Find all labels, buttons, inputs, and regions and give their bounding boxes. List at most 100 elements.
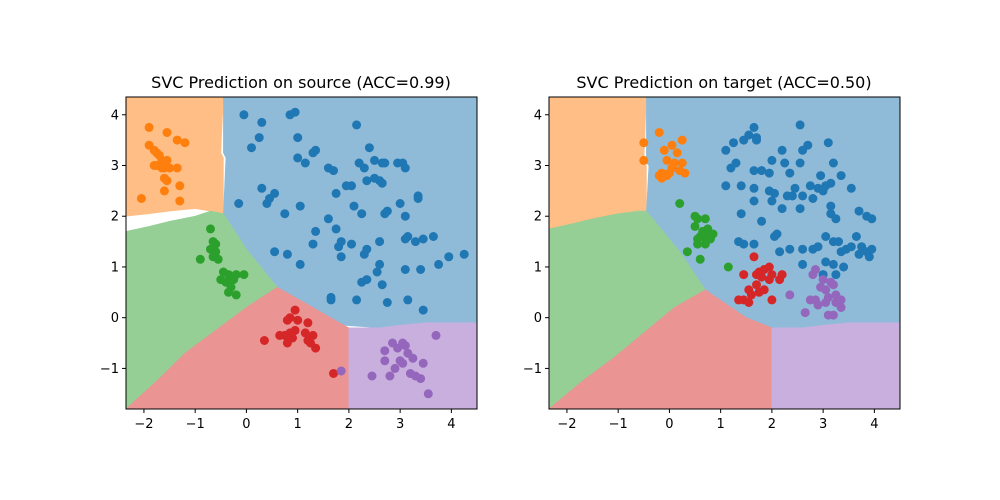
class-1-point xyxy=(175,181,185,191)
class-4-point xyxy=(418,358,428,368)
class-0-point xyxy=(403,295,413,305)
y-tick-label: 0 xyxy=(111,311,119,326)
class-0-point xyxy=(311,226,321,236)
class-0-point xyxy=(867,214,877,224)
class-0-point xyxy=(323,214,333,224)
class-3-point xyxy=(293,315,303,325)
class-0-point xyxy=(846,183,856,193)
class-1-point xyxy=(677,135,687,145)
x-tick-label: −1 xyxy=(186,417,205,432)
class-4-point xyxy=(336,366,346,376)
x-tick-label: −2 xyxy=(557,417,576,432)
class-0-point xyxy=(821,257,831,267)
class-0-point xyxy=(372,267,382,277)
class-0-point xyxy=(767,196,777,206)
class-0-point xyxy=(798,244,808,254)
class-3-point xyxy=(311,343,321,353)
class-3-point xyxy=(746,290,756,300)
class-2-point xyxy=(231,290,241,300)
class-4-point xyxy=(380,346,390,356)
class-3-point xyxy=(290,305,300,315)
x-tick-label: 4 xyxy=(447,417,455,432)
class-0-point xyxy=(854,206,864,216)
class-1-point xyxy=(172,135,182,145)
class-4-point xyxy=(816,282,826,292)
class-1-point xyxy=(664,168,674,178)
class-4-point xyxy=(390,363,400,373)
purple-region xyxy=(771,322,900,409)
class-0-point xyxy=(729,138,738,148)
class-3-point xyxy=(752,280,761,290)
class-4-point xyxy=(813,300,823,310)
class-4-point xyxy=(385,371,395,381)
class-0-point xyxy=(836,171,846,181)
class-0-point xyxy=(395,199,405,208)
class-0-point xyxy=(257,117,267,127)
class-4-point xyxy=(408,353,418,363)
class-0-point xyxy=(411,237,420,247)
class-0-point xyxy=(757,166,767,176)
class-4-point xyxy=(785,290,795,300)
class-1-point xyxy=(659,145,669,155)
class-0-point xyxy=(749,166,759,176)
class-0-point xyxy=(749,196,759,206)
class-3-point xyxy=(308,330,318,340)
class-0-point xyxy=(798,145,808,155)
class-0-point xyxy=(234,199,244,208)
class-0-point xyxy=(831,270,841,280)
class-0-point xyxy=(295,201,305,211)
class-0-point xyxy=(293,153,303,163)
class-3-point xyxy=(329,369,338,378)
class-0-point xyxy=(400,163,410,173)
class-0-point xyxy=(364,143,374,153)
class-0-point xyxy=(331,224,341,234)
class-2-point xyxy=(206,224,215,234)
class-3-point xyxy=(757,272,767,282)
class-1-point xyxy=(162,128,172,137)
class-0-point xyxy=(767,155,777,165)
class-0-point xyxy=(400,211,410,221)
x-tick-label: −2 xyxy=(134,417,153,432)
class-0-point xyxy=(377,280,387,290)
class-1-point xyxy=(677,158,687,168)
y-tick-label: 4 xyxy=(534,108,542,123)
class-0-point xyxy=(295,259,305,269)
class-0-point xyxy=(780,158,790,168)
class-0-point xyxy=(752,135,761,145)
class-0-point xyxy=(721,145,731,155)
class-0-point xyxy=(311,145,321,155)
class-0-point xyxy=(359,249,369,259)
class-0-point xyxy=(444,252,454,262)
y-tick-label: 2 xyxy=(534,210,542,225)
class-0-point xyxy=(795,120,805,130)
data-points-source xyxy=(136,107,469,399)
class-3-point xyxy=(744,298,754,307)
class-2-point xyxy=(224,287,233,297)
class-1-point xyxy=(175,196,185,206)
class-3-point xyxy=(275,330,285,340)
class-0-point xyxy=(813,242,823,252)
class-0-point xyxy=(834,237,843,247)
class-0-point xyxy=(734,237,744,247)
class-3-point xyxy=(764,275,774,285)
x-tick-label: −1 xyxy=(609,417,628,432)
class-0-point xyxy=(839,262,849,272)
class-0-point xyxy=(290,107,300,117)
class-0-point xyxy=(459,249,469,259)
x-tick-label: 2 xyxy=(345,417,353,432)
class-0-point xyxy=(757,216,767,226)
x-tick-label: 3 xyxy=(396,417,404,432)
chart-title-source: SVC Prediction on source (ACC=0.99) xyxy=(151,73,451,92)
class-1-point xyxy=(162,155,172,165)
class-0-point xyxy=(864,252,874,262)
class-0-point xyxy=(798,259,808,269)
class-0-point xyxy=(770,188,779,198)
axes-frame-target xyxy=(548,96,901,410)
class-0-point xyxy=(798,191,808,201)
class-0-point xyxy=(434,259,444,269)
x-tick-label: 1 xyxy=(294,417,302,432)
class-2-point xyxy=(723,262,733,272)
class-0-point xyxy=(352,295,362,305)
